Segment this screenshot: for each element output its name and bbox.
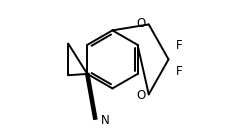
Text: O: O [136,89,145,102]
Text: N: N [101,114,110,127]
Text: O: O [136,17,145,30]
Text: F: F [176,39,183,52]
Text: F: F [176,65,183,78]
